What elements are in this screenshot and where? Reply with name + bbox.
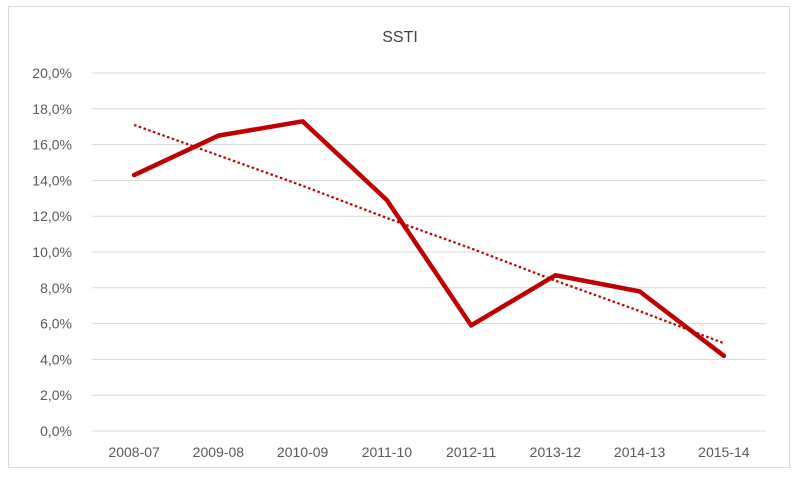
x-tick-label: 2015-14 <box>698 444 750 460</box>
x-tick-label: 2014-13 <box>614 444 666 460</box>
y-tick-label: 8,0% <box>40 280 72 296</box>
x-axis-ticks: 2008-07 2009-08 2010-09 2011-10 2012-11 2013-… <box>108 444 749 460</box>
x-tick-label: 2013-12 <box>530 444 582 460</box>
x-tick-label: 2009-08 <box>193 444 245 460</box>
y-tick-label: 18,0% <box>32 101 72 117</box>
chart-frame <box>8 6 790 468</box>
gridlines <box>92 72 766 432</box>
x-tick-label: 2011-10 <box>362 444 413 460</box>
y-axis-ticks: 0,0% 2,0% 4,0% 6,0% 8,0% 10,0% 12,0% 14,0% 16,0%… <box>32 65 72 439</box>
x-tick-label: 2010-09 <box>277 444 329 460</box>
x-tick-label: 2008-07 <box>108 444 160 460</box>
y-tick-label: 12,0% <box>32 208 72 224</box>
y-tick-label: 20,0% <box>32 65 72 81</box>
y-tick-label: 10,0% <box>32 244 72 260</box>
y-tick-label: 14,0% <box>32 172 72 188</box>
series-group <box>131 119 727 359</box>
series-line <box>131 119 727 359</box>
y-tick-label: 16,0% <box>32 137 72 153</box>
trendline <box>133 123 725 345</box>
y-tick-label: 6,0% <box>40 316 72 332</box>
chart-title: SSTI <box>382 29 418 46</box>
y-tick-label: 0,0% <box>40 423 72 439</box>
y-tick-label: 4,0% <box>40 351 72 367</box>
y-tick-label: 2,0% <box>40 387 72 403</box>
x-tick-label: 2012-11 <box>446 444 497 460</box>
